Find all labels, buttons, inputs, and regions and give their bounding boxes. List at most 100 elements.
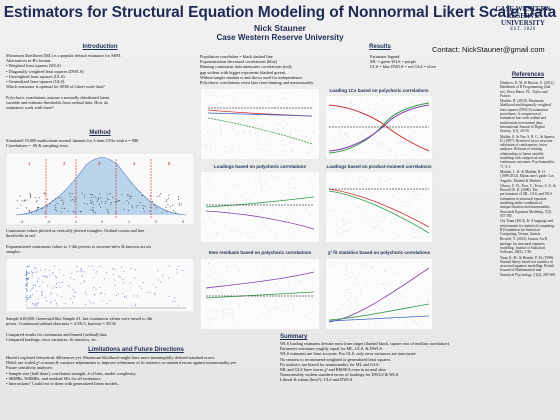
scatter-point — [313, 121, 315, 122]
scatter-point — [260, 238, 262, 240]
scatter-point — [208, 275, 210, 276]
scatter-point — [291, 151, 293, 152]
scatter-point — [411, 138, 413, 140]
scatter-point — [261, 185, 262, 187]
scatter-point — [410, 223, 412, 225]
scatter-point — [338, 196, 340, 198]
scatter-point — [332, 274, 334, 276]
exponent-point — [133, 295, 135, 297]
scatter-point — [344, 193, 345, 194]
scatter-point — [360, 314, 362, 316]
scatter-point — [358, 117, 359, 119]
scatter-point — [285, 98, 287, 100]
scatter-point — [237, 324, 239, 325]
exponent-point — [93, 294, 95, 296]
scatter-point — [386, 321, 388, 322]
scatter-point — [314, 219, 316, 221]
scatter-point — [313, 229, 315, 231]
exponent-point — [122, 279, 124, 281]
scatter-point — [298, 204, 300, 206]
scatter-point — [229, 209, 230, 211]
scatter-point — [280, 198, 282, 200]
scatter-point — [272, 180, 273, 182]
scatter-point — [256, 115, 258, 116]
references-section: References Dimitrov, D. M. & Hutson, E. … — [500, 72, 556, 278]
scatter-point — [336, 232, 338, 234]
scatter-point — [219, 284, 221, 286]
scatter-point — [294, 127, 296, 129]
scatter-point — [276, 282, 277, 284]
scatter-point — [221, 129, 222, 131]
scatter-point — [378, 181, 380, 183]
jitter-point — [99, 193, 101, 195]
scatter-point — [333, 102, 334, 104]
jitter-point — [100, 206, 102, 208]
scatter-point — [391, 204, 393, 206]
exponent-point — [25, 304, 27, 306]
scatter-point — [346, 292, 348, 293]
scatter-point — [362, 177, 363, 179]
scatter-point — [284, 202, 285, 203]
contact-email[interactable]: Contact: NickStauner@gmail.com — [432, 45, 545, 54]
scatter-point — [367, 231, 369, 233]
scatter-point — [253, 117, 255, 118]
scatter-point — [390, 182, 391, 184]
scatter-point — [282, 144, 284, 146]
summary-line: No reasons to recommend weighted or gene… — [280, 356, 392, 362]
scatter-point — [311, 310, 313, 311]
scatter-point — [234, 202, 236, 203]
method-line: Continuous values plotted as vertically … — [6, 228, 145, 233]
scatter-point — [227, 266, 229, 267]
jitter-point — [84, 194, 86, 196]
scatter-point — [267, 227, 268, 229]
chi2-ml — [328, 303, 430, 321]
scatter-point — [261, 187, 263, 189]
exponent-point — [75, 291, 76, 293]
scatter-point — [406, 113, 408, 114]
count-label: 4 — [133, 161, 136, 166]
scatter-point — [252, 211, 254, 213]
scatter-point — [228, 213, 230, 215]
scatter-point — [358, 192, 360, 194]
summary-heading: Summary — [280, 334, 308, 340]
jitter-point — [127, 194, 129, 195]
scatter-point — [415, 131, 417, 132]
scatter-point — [240, 207, 241, 209]
scatter-point — [248, 316, 250, 318]
scatter-point — [295, 104, 296, 105]
scatter-point — [206, 130, 208, 132]
scatter-point — [425, 117, 427, 119]
scatter-point — [264, 297, 265, 299]
scatter-point — [413, 191, 415, 193]
scatter-point — [224, 197, 225, 198]
scatter-point — [258, 322, 260, 323]
jitter-point — [83, 202, 85, 204]
scatter-point — [215, 95, 217, 97]
scatter-point — [207, 151, 208, 153]
scatter-point — [258, 283, 260, 285]
logo-line-3: EST. 1826 — [510, 27, 536, 32]
scatter-point — [307, 324, 309, 326]
scatter-point — [379, 265, 381, 267]
scatter-point — [280, 312, 282, 314]
scatter-point — [399, 119, 400, 121]
scatter-point — [381, 229, 383, 230]
scatter-point — [234, 103, 235, 104]
scatter-point — [390, 114, 392, 116]
exponent-point — [42, 281, 43, 283]
exponent-point — [176, 272, 178, 274]
scatter-point — [304, 219, 306, 221]
jitter-point — [92, 207, 94, 209]
scatter-point — [227, 206, 228, 208]
exponent-point — [88, 265, 90, 267]
jitter-point — [20, 204, 22, 206]
scatter-point — [368, 271, 370, 273]
scatter-point — [272, 139, 274, 141]
scatter-point — [411, 134, 412, 135]
scatter-point — [230, 300, 232, 302]
scatter-point — [218, 193, 220, 195]
scatter-point — [425, 190, 426, 192]
scatter-point — [263, 279, 265, 281]
scatter-point — [277, 124, 278, 125]
scatter-point — [351, 325, 352, 326]
